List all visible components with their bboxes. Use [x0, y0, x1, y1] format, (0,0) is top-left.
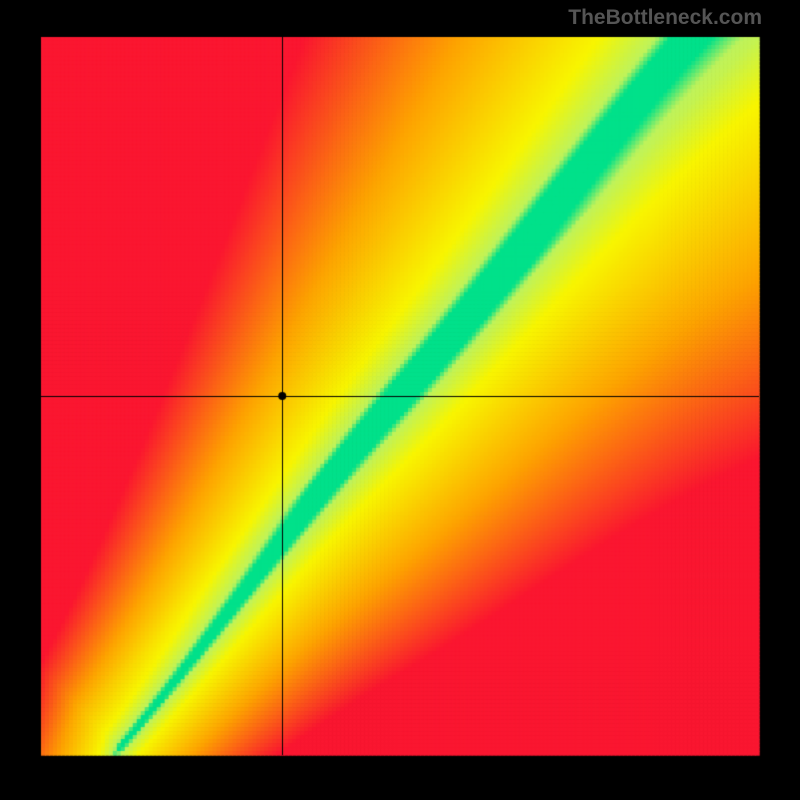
watermark-label: TheBottleneck.com — [568, 6, 762, 30]
heatmap-canvas — [0, 0, 800, 800]
chart-root: { "canvas": { "width": 800, "height": 80… — [0, 0, 800, 800]
